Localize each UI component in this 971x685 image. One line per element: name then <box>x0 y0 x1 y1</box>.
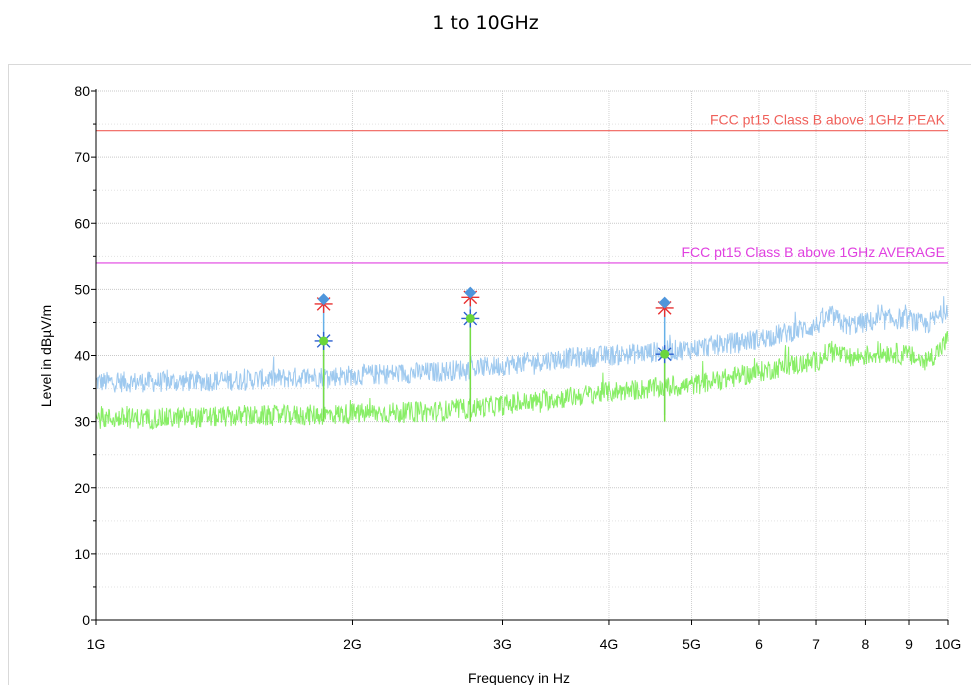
peak-marker <box>658 296 671 309</box>
x-tick-label: 2G <box>343 636 362 652</box>
y-tick-label: 60 <box>74 215 90 231</box>
traces <box>95 296 949 431</box>
x-tick-label: 9 <box>905 636 913 652</box>
peak-trace <box>95 296 949 393</box>
chart-title: 1 to 10GHz <box>432 12 539 34</box>
x-tick-label: 8 <box>862 636 870 652</box>
peak-marker <box>464 286 477 299</box>
axes: 0 10 20 30 40 50 60 70 80 1G 2G 3G 4G 5G 6 7 8 9 10G <box>74 83 961 652</box>
average-marker <box>660 349 670 359</box>
x-tick-label: 3G <box>493 636 512 652</box>
average-marker <box>465 313 475 323</box>
average-marker <box>319 336 329 346</box>
y-tick-label: 70 <box>74 149 90 165</box>
y-tick-label: 40 <box>74 348 90 364</box>
y-tick-label: 20 <box>74 480 90 496</box>
chart-frame <box>8 64 971 685</box>
limit-label: FCC pt15 Class B above 1GHz PEAK <box>710 112 946 128</box>
x-tick-label: 6 <box>755 636 763 652</box>
y-tick-label: 80 <box>74 83 90 99</box>
y-tick-label: 0 <box>82 612 90 628</box>
x-tick-label: 1G <box>87 636 106 652</box>
average-trace <box>95 330 949 431</box>
x-tick-label: 5G <box>682 636 701 652</box>
y-tick-label: 30 <box>74 414 90 430</box>
x-tick-label: 4G <box>600 636 619 652</box>
y-tick-label: 10 <box>74 546 90 562</box>
x-axis-label: Frequency in Hz <box>468 670 570 685</box>
markers <box>314 286 674 422</box>
y-tick-label: 50 <box>74 281 90 297</box>
y-axis-label: Level in dBµV/m <box>38 305 54 407</box>
x-tick-label: 7 <box>812 636 820 652</box>
limit-label: FCC pt15 Class B above 1GHz AVERAGE <box>681 244 945 260</box>
peak-marker <box>317 293 330 306</box>
x-tick-label: 10G <box>935 636 961 652</box>
limit-lines: FCC pt15 Class B above 1GHz PEAK FCC pt15… <box>96 112 948 264</box>
